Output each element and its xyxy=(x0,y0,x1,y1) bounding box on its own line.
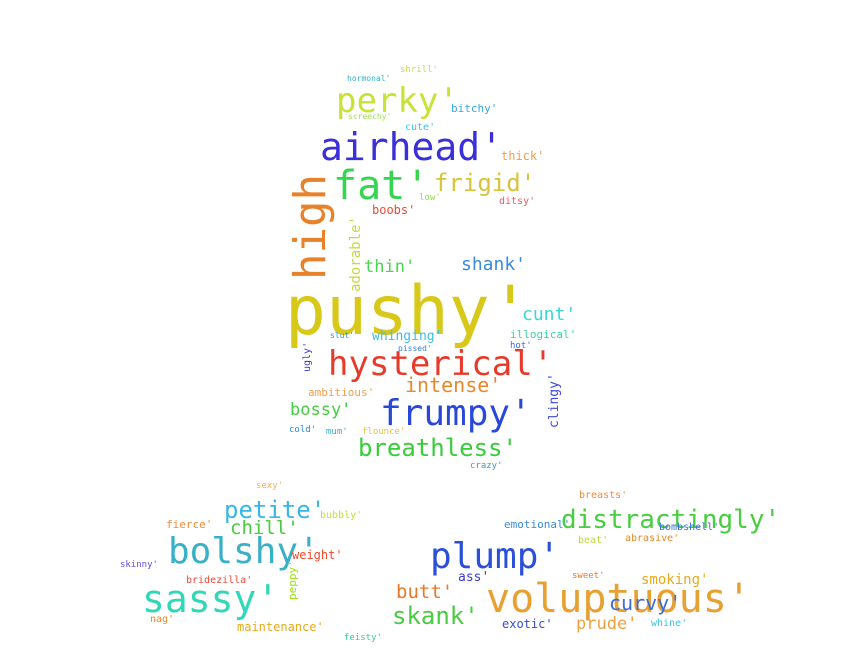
word-feisty: skinny' xyxy=(120,560,158,570)
word-bombshell: sweet' xyxy=(572,571,605,581)
word-sweet: voluptuous' xyxy=(486,576,751,622)
word-whinging: whinging' xyxy=(372,329,442,344)
word-petite: petite' xyxy=(224,496,325,524)
word-exotic: prude' xyxy=(576,614,637,634)
word-prude: whine' xyxy=(651,618,687,629)
word-pushy: pushy' xyxy=(285,272,531,351)
word-airhead: airhead' xyxy=(320,125,503,169)
word-nag: beat' xyxy=(578,535,608,546)
word-high: high xyxy=(285,174,336,280)
word-boobs: boobs' xyxy=(372,203,415,217)
word-ass: butt' xyxy=(396,581,453,603)
word-abrasive: smoking' xyxy=(641,572,708,588)
word-voluptuous: nag' xyxy=(150,614,174,625)
word-bubbly: bubbly' xyxy=(320,510,362,521)
word-clingy: clingy' xyxy=(547,373,562,428)
word-breasts: breasts' xyxy=(579,490,627,501)
word-slut: slut' xyxy=(330,331,354,340)
word-thin: thin' xyxy=(364,257,415,277)
word-emotional: bridezilla' xyxy=(186,575,252,586)
word-weight: distractingly' xyxy=(561,505,780,535)
word-cunt: cunt' xyxy=(522,304,576,325)
word-breathless: breathless' xyxy=(358,434,517,462)
word-mum: mum' xyxy=(326,427,348,437)
word-curvy: maintenance' xyxy=(237,620,324,634)
word-pissed: pissed' xyxy=(398,344,432,353)
word-ugly: ugly' xyxy=(302,342,313,372)
word-adorable: adorable' xyxy=(348,216,364,292)
word-fat: fat' xyxy=(333,163,429,209)
word-hot: hot' xyxy=(510,341,532,351)
word-perky: perky' xyxy=(336,81,459,121)
word-bridezilla: abrasive' xyxy=(625,533,679,544)
word-cold: cold' xyxy=(289,425,316,435)
word-flounce: flounce' xyxy=(362,427,405,437)
word-crazy: crazy' xyxy=(470,461,503,471)
word-plump: sassy' xyxy=(142,577,279,621)
word-smoking: curvy' xyxy=(609,591,681,615)
word-shrill: shrill' xyxy=(400,65,438,75)
word-skinny: bombshell' xyxy=(659,522,719,533)
word-ambitious: ambitious' xyxy=(308,386,374,399)
word-hysterical: hysterical' xyxy=(328,344,553,384)
word-illogical: illogical' xyxy=(510,328,576,341)
word-intense: intense' xyxy=(405,373,501,397)
word-screechy: screechy' xyxy=(348,112,391,121)
word-frumpy: frumpy' xyxy=(380,393,532,434)
word-whine: feisty' xyxy=(344,633,382,643)
word-ditsy: ditsy' xyxy=(499,196,535,207)
word-bolshy: emotional' xyxy=(504,518,570,531)
word-fierce: fierce' xyxy=(166,518,212,531)
word-sexy: sexy' xyxy=(256,481,283,491)
word-shank: shank' xyxy=(461,254,526,275)
word-hormonal: hormonal' xyxy=(347,74,390,83)
word-low: low' xyxy=(419,193,441,203)
word-frigid: frigid' xyxy=(434,169,535,197)
word-skank: exotic' xyxy=(502,617,553,631)
word-sassy: weight' xyxy=(292,548,343,562)
word-bitchy: bitchy' xyxy=(451,102,497,115)
word-butt: skank' xyxy=(392,602,479,630)
word-peppy: bolshy' xyxy=(168,531,320,572)
word-cute: cute' xyxy=(405,122,435,133)
word-distractingly: ass' xyxy=(458,570,489,585)
word-thick: thick' xyxy=(501,149,544,163)
word-chill: chill' xyxy=(230,517,299,539)
word-maintenance: plump' xyxy=(430,536,560,577)
word-beat: peppy' xyxy=(286,560,299,600)
word-bossy: bossy' xyxy=(290,400,351,420)
